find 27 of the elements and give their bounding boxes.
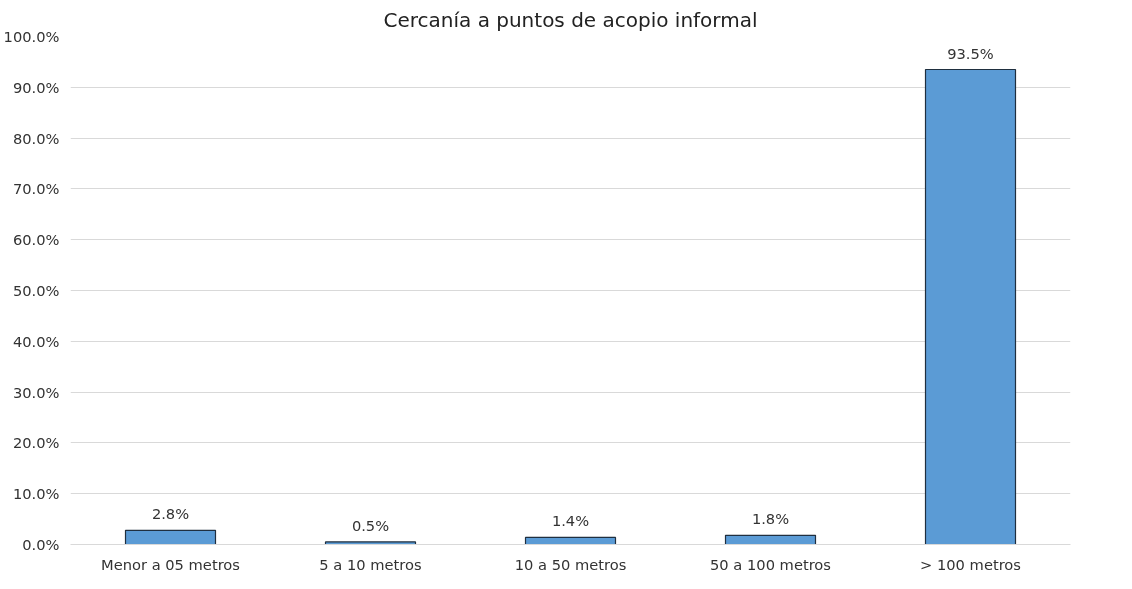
bar <box>124 529 217 545</box>
bar <box>924 68 1017 545</box>
x-tick-label: Menor a 05 metros <box>101 555 240 573</box>
x-tick-label: 10 a 50 metros <box>514 555 627 573</box>
y-tick-label: 0.0% <box>22 536 60 553</box>
y-tick-label: 90.0% <box>12 78 60 96</box>
bar <box>524 536 617 545</box>
x-tick-label: 5 a 10 metros <box>319 555 422 573</box>
y-tick-label: 20.0% <box>12 434 60 452</box>
y-tick-label: 30.0% <box>12 383 60 401</box>
y-tick-label: 100.0% <box>3 28 60 45</box>
data-label: 1.4% <box>551 512 590 530</box>
bar <box>724 534 817 545</box>
x-tick-label: > 100 metros <box>920 555 1021 573</box>
bar <box>324 541 417 545</box>
data-label: 0.5% <box>351 516 390 534</box>
y-tick-label: 70.0% <box>12 180 60 198</box>
x-tick-label: 50 a 100 metros <box>710 555 831 573</box>
y-tick-label: 10.0% <box>12 485 60 503</box>
data-label: 93.5% <box>947 44 994 62</box>
y-tick-label: 80.0% <box>12 129 60 147</box>
data-label: 1.8% <box>751 510 790 528</box>
chart-title: Cercanía a puntos de acopio informal <box>383 7 758 32</box>
data-label: 2.8% <box>151 505 190 523</box>
y-tick-label: 50.0% <box>12 282 60 299</box>
y-tick-label: 60.0% <box>12 231 60 249</box>
y-tick-label: 40.0% <box>12 332 60 350</box>
